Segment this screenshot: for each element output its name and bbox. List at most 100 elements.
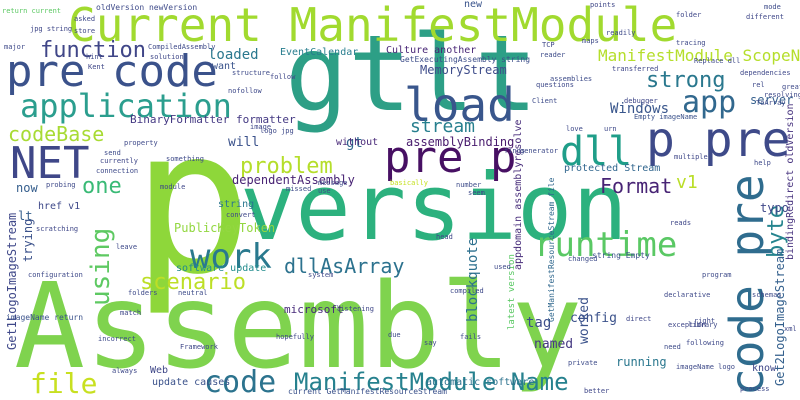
- word: MemoryStream: [420, 63, 507, 77]
- word: know: [752, 363, 777, 374]
- word: application: [20, 87, 232, 125]
- word: return current: [2, 7, 62, 15]
- word: image: [250, 123, 272, 131]
- word: scratching: [36, 225, 79, 233]
- word: exception: [668, 321, 706, 329]
- word: reads: [670, 219, 692, 227]
- word: worked: [577, 297, 592, 344]
- word: href v1: [38, 201, 81, 212]
- word: code: [204, 365, 277, 400]
- word: scenario: [140, 270, 246, 295]
- word: BinaryFormatter formatter: [130, 113, 296, 126]
- word: dll: [560, 129, 633, 175]
- word: one: [82, 174, 122, 199]
- word: match: [120, 309, 142, 317]
- word: app: [682, 85, 737, 120]
- word: update causes: [152, 377, 231, 388]
- word: need: [664, 343, 681, 351]
- word: rel: [752, 81, 765, 89]
- word: questions: [536, 81, 574, 89]
- word: Empty imageName: [634, 113, 698, 121]
- word: gtlt: [285, 13, 538, 135]
- word: something: [166, 155, 204, 163]
- word: Format: [600, 174, 673, 198]
- word: runtime: [534, 225, 678, 265]
- word: use: [318, 187, 331, 195]
- word: reader: [540, 51, 566, 59]
- word: string Empty: [592, 251, 650, 260]
- word: assemblyBinding: [406, 135, 515, 149]
- word: current GetManifestResourceStream: [288, 387, 447, 396]
- word: ManifestModule ScopeName: [598, 46, 800, 65]
- word: p pre: [646, 112, 791, 168]
- word: Assembly: [14, 257, 583, 395]
- word: Replace dll: [694, 57, 741, 65]
- word: incorrect: [98, 335, 136, 343]
- word: missed: [286, 185, 312, 193]
- word: great: [782, 83, 800, 91]
- word: process: [740, 385, 770, 393]
- word: CompiledAssembly: [148, 43, 216, 51]
- word: due: [388, 331, 401, 339]
- word: listening: [336, 305, 374, 313]
- word: generator: [520, 147, 558, 155]
- word: loaded: [208, 47, 259, 63]
- word: currently: [100, 157, 138, 165]
- word: GetExecutingAssembly string: [400, 55, 531, 64]
- word: will: [228, 135, 260, 150]
- word: pre p: [384, 132, 517, 183]
- word: right: [694, 317, 716, 325]
- word: mode: [764, 3, 781, 11]
- word: hopefully: [276, 333, 314, 341]
- word: named: [534, 337, 574, 352]
- word: appdomain assemblyresolve: [513, 119, 524, 270]
- word: nofollow: [228, 87, 262, 95]
- word: transferred: [612, 65, 659, 73]
- word: TCP: [542, 41, 555, 49]
- word: jpg string: [30, 25, 73, 33]
- word: connection: [96, 167, 139, 175]
- word: logo jpg: [260, 127, 294, 135]
- word: multiple: [674, 153, 708, 161]
- word: p: [132, 86, 253, 319]
- word: stream: [410, 116, 476, 137]
- word: number: [456, 181, 482, 189]
- word: debugger: [624, 97, 658, 105]
- word: blockquote: [465, 237, 481, 322]
- word: solution: [150, 53, 184, 61]
- word: store: [74, 27, 96, 35]
- word: seem: [468, 189, 485, 197]
- word: dependentAssembly: [232, 173, 355, 187]
- word: direct: [626, 315, 652, 323]
- word: tag: [526, 315, 552, 331]
- word: using: [86, 227, 116, 306]
- word: library: [688, 321, 718, 329]
- word: assemblies: [550, 75, 593, 83]
- word: want: [212, 61, 237, 72]
- word: probing: [46, 181, 76, 189]
- word: pre code: [6, 46, 218, 97]
- word: system: [308, 271, 334, 279]
- word: problem: [240, 154, 333, 179]
- word: ManifestModule Name: [294, 368, 569, 396]
- word: configuration: [28, 271, 83, 279]
- word: v1: [676, 172, 698, 193]
- word: neutral: [178, 289, 208, 297]
- word: asked: [74, 15, 96, 23]
- word: fails: [460, 333, 482, 341]
- word: tracing: [676, 39, 706, 47]
- word: major: [4, 43, 26, 51]
- word: protected Stream: [564, 163, 661, 174]
- word: typo: [760, 201, 789, 215]
- word: lt: [18, 209, 33, 223]
- word: folders: [128, 289, 158, 297]
- word: EventCalendar: [280, 47, 359, 58]
- word: hint: [86, 53, 103, 61]
- word: Current ManifestModule: [68, 0, 678, 52]
- word: compiled: [450, 287, 484, 295]
- word: codeBase: [8, 122, 105, 146]
- word: GetManifestResourceStream file: [547, 177, 556, 323]
- word: server: [750, 93, 794, 107]
- word: NET: [10, 138, 90, 189]
